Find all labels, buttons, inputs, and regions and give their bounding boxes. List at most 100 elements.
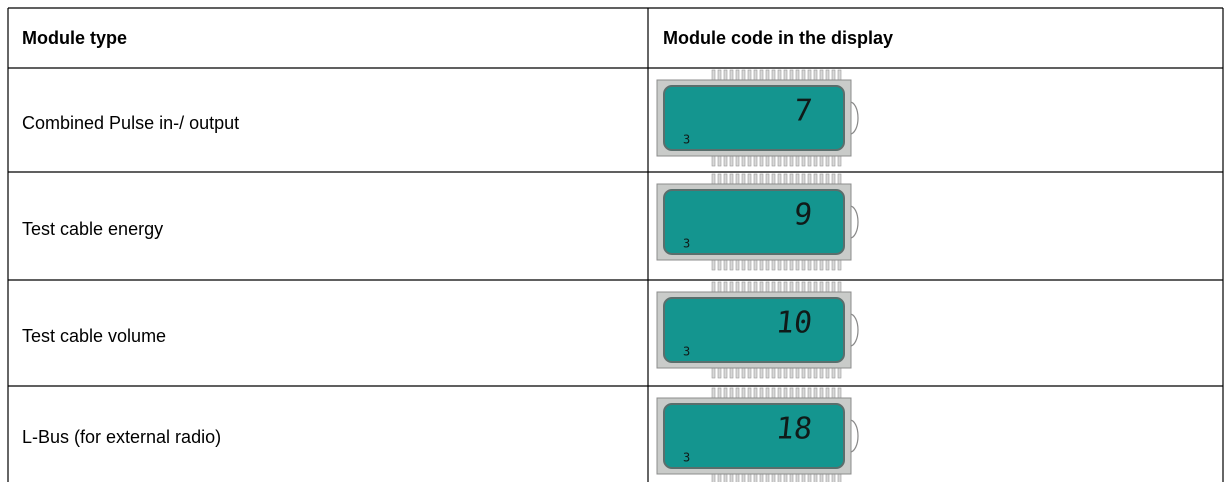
lcd-pin [813, 69, 818, 81]
lcd-pin [819, 155, 824, 167]
lcd-pin [795, 173, 800, 185]
lcd-pin [783, 387, 788, 399]
lcd-pin [729, 281, 734, 293]
lcd-pin [735, 155, 740, 167]
lcd-pin [777, 69, 782, 81]
lcd-knob [849, 313, 859, 347]
lcd-pin [783, 281, 788, 293]
lcd-pin [807, 259, 812, 271]
lcd-knob [849, 419, 859, 453]
lcd-pin [783, 367, 788, 379]
lcd-pin [825, 387, 830, 399]
lcd-pin [801, 387, 806, 399]
lcd-pin [813, 281, 818, 293]
lcd-pin [717, 69, 722, 81]
lcd-pin [765, 173, 770, 185]
lcd-pin [837, 155, 842, 167]
lcd-pin [837, 173, 842, 185]
lcd-pin [735, 259, 740, 271]
cell: Combined Pulse in-/ output [22, 113, 239, 133]
lcd-pin [825, 259, 830, 271]
lcd-pin [801, 367, 806, 379]
lcd-pin [783, 155, 788, 167]
lcd-pin [729, 173, 734, 185]
lcd-pin [753, 387, 758, 399]
cell: Test cable volume [22, 326, 166, 346]
lcd-pin [789, 367, 794, 379]
lcd-pin [813, 367, 818, 379]
lcd-pin [765, 155, 770, 167]
lcd-pin [795, 259, 800, 271]
lcd-screen [663, 297, 845, 363]
lcd-pin [717, 367, 722, 379]
lcd-screen [663, 403, 845, 469]
lcd-pin [777, 155, 782, 167]
lcd-pin [807, 155, 812, 167]
lcd-pin [819, 387, 824, 399]
lcd-screen [663, 85, 845, 151]
lcd-pin [759, 281, 764, 293]
lcd-pin [735, 173, 740, 185]
lcd-pin [783, 69, 788, 81]
lcd-pin [795, 367, 800, 379]
lcd-pin [825, 155, 830, 167]
lcd-pin [819, 281, 824, 293]
lcd-pin [759, 69, 764, 81]
lcd-pin [813, 155, 818, 167]
lcd-knob [849, 101, 859, 135]
lcd-pin [801, 173, 806, 185]
lcd-pin [831, 281, 836, 293]
lcd-pin [741, 281, 746, 293]
lcd-pin [771, 259, 776, 271]
lcd-pin [735, 69, 740, 81]
lcd-pin [795, 155, 800, 167]
lcd-pin [741, 367, 746, 379]
lcd-pin [783, 473, 788, 485]
lcd-pin [723, 473, 728, 485]
lcd-pin [711, 367, 716, 379]
lcd-pin [831, 387, 836, 399]
lcd-pin [825, 69, 830, 81]
lcd-pin [741, 69, 746, 81]
lcd-pin [765, 387, 770, 399]
lcd-pin [789, 155, 794, 167]
lcd-pin [819, 173, 824, 185]
lcd-pin [717, 173, 722, 185]
lcd-pin [717, 259, 722, 271]
lcd-pin [801, 155, 806, 167]
lcd-pin [819, 473, 824, 485]
lcd-pin [807, 367, 812, 379]
cell: L-Bus (for external radio) [22, 427, 221, 447]
lcd-pin [789, 173, 794, 185]
lcd-pin [801, 69, 806, 81]
lcd-pin [747, 281, 752, 293]
header-cell: Module type [22, 28, 127, 48]
lcd-pin [747, 259, 752, 271]
lcd-pin [777, 367, 782, 379]
lcd-pin [759, 387, 764, 399]
lcd-code: 18 [774, 412, 814, 447]
lcd-pin [741, 473, 746, 485]
lcd-pin [789, 281, 794, 293]
lcd-pin [819, 367, 824, 379]
lcd-pin [723, 69, 728, 81]
lcd-pin [753, 259, 758, 271]
lcd-pin [831, 473, 836, 485]
lcd-pin [711, 259, 716, 271]
lcd-sub: 3 [683, 345, 690, 359]
lcd-pin [825, 281, 830, 293]
lcd-pin [729, 69, 734, 81]
lcd-sub: 3 [683, 237, 690, 251]
lcd-pin [729, 155, 734, 167]
lcd-pin [741, 259, 746, 271]
lcd-pin [723, 173, 728, 185]
lcd-pin [753, 281, 758, 293]
lcd-pin [765, 259, 770, 271]
lcd-pin [729, 367, 734, 379]
lcd-pin [765, 281, 770, 293]
lcd-pin [813, 473, 818, 485]
lcd-pin [723, 367, 728, 379]
lcd-code: 7 [792, 94, 814, 129]
lcd-pin [771, 387, 776, 399]
